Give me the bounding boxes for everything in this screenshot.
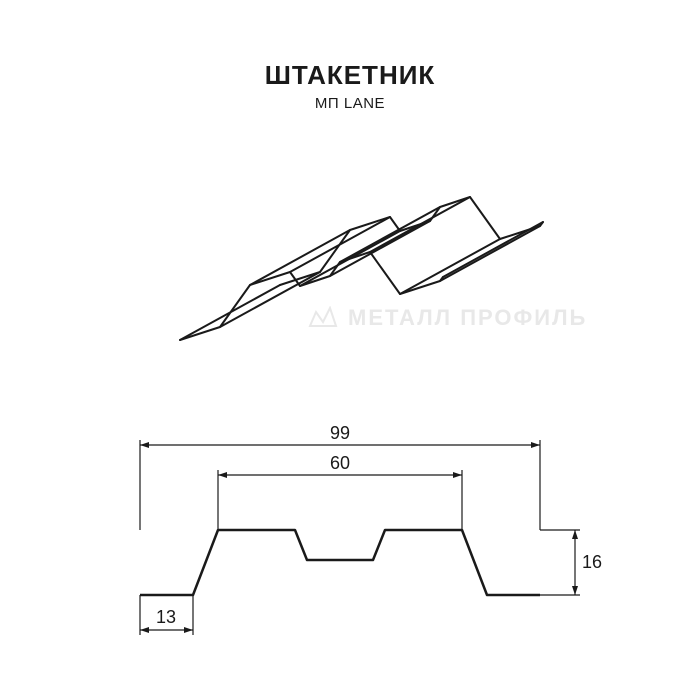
dim-overall-width: 99 xyxy=(330,423,350,444)
isometric-view xyxy=(150,175,550,375)
dim-top-width: 60 xyxy=(330,453,350,474)
title-block: ШТАКЕТНИК МП LANE xyxy=(0,0,700,112)
isometric-svg xyxy=(150,175,550,375)
cross-section-view: 99 60 16 13 xyxy=(100,430,600,650)
dim-height: 16 xyxy=(582,552,602,573)
product-title: ШТАКЕТНИК xyxy=(0,60,700,91)
product-subtitle: МП LANE xyxy=(0,95,700,112)
dim-flange: 13 xyxy=(156,607,176,628)
